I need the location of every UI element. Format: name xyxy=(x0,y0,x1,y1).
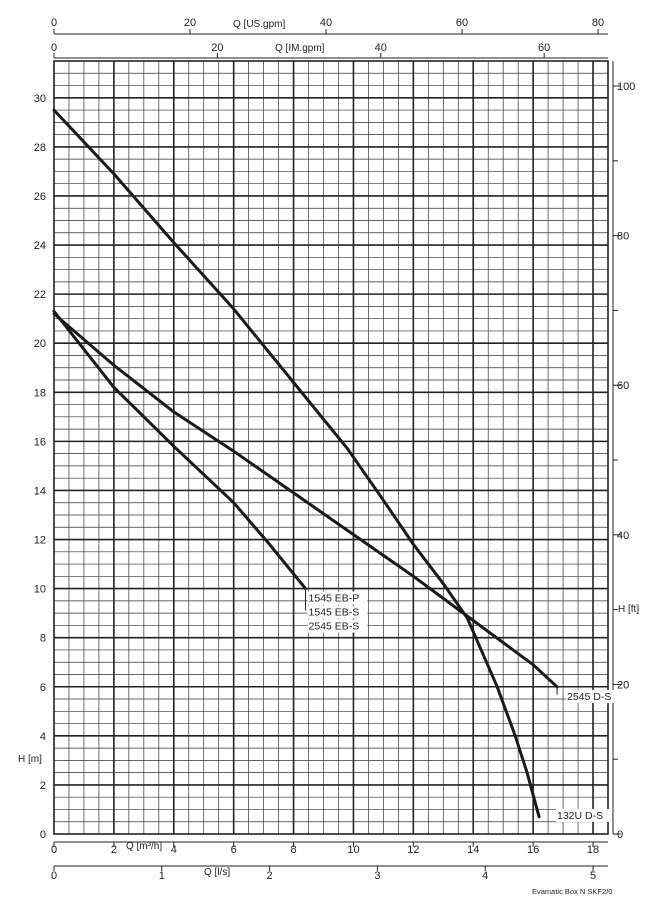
y-axis-label-m: H [m] xyxy=(18,754,42,765)
tick-label-m3h: 18 xyxy=(587,844,599,856)
tick-label-m: 12 xyxy=(34,535,46,547)
tick-label-m: 18 xyxy=(34,387,46,399)
tick-label-m3h: 14 xyxy=(467,844,479,856)
tick-label-m3h: 8 xyxy=(291,844,297,856)
tick-label-usgpm: 40 xyxy=(320,17,332,29)
series-label-bg xyxy=(307,591,368,605)
series-label-bg xyxy=(307,619,368,633)
tick-label-m: 8 xyxy=(40,633,46,645)
tick-label-m: 10 xyxy=(34,584,46,596)
x-axis-label-imgpm: Q [IM.gpm] xyxy=(275,43,325,54)
tick-label-m: 30 xyxy=(34,93,46,105)
tick-label-m3h: 0 xyxy=(51,844,57,856)
plot-frame xyxy=(53,60,609,835)
tick-label-ls: 1 xyxy=(159,870,165,882)
curve-line-3 xyxy=(52,108,541,819)
tick-label-m3h: 6 xyxy=(231,844,237,856)
tick-label-ls: 3 xyxy=(374,870,380,882)
tick-label-usgpm: 80 xyxy=(592,17,604,29)
bottom-axes: 0 2 4 6 8 10 12 14 16 180 1 2 3 4 5 xyxy=(51,841,608,882)
tick-label-m: 26 xyxy=(34,191,46,203)
tick-label-m: 0 xyxy=(40,829,46,841)
series-label-bg xyxy=(307,605,368,619)
tick-label-imgpm: 60 xyxy=(538,42,550,54)
tick-label-m3h: 16 xyxy=(527,844,539,856)
tick-label-m: 20 xyxy=(34,338,46,350)
tick-label-usgpm: 20 xyxy=(184,17,196,29)
series-label: 1545 EB-P xyxy=(309,593,360,605)
tick-label-m: 24 xyxy=(34,240,46,252)
tick-label-m3h: 4 xyxy=(171,844,177,856)
tick-label-ls: 2 xyxy=(267,870,273,882)
tick-label-ls: 0 xyxy=(51,870,57,882)
x-axis-label-m3h: Q [m³/h] xyxy=(126,841,162,852)
y-axis-ft-ticks: 0 20 40 60 80 100 xyxy=(612,61,635,841)
tick-label-imgpm: 0 xyxy=(51,42,57,54)
series-label: 132U D-S xyxy=(557,810,603,822)
x-axis-label-ls: Q [l/s] xyxy=(204,867,230,878)
x-axis-label-usgpm: Q [US.gpm] xyxy=(233,19,285,30)
tick-label-ft: 80 xyxy=(617,231,629,243)
tick-label-ft: 100 xyxy=(617,81,635,93)
tick-label-imgpm: 20 xyxy=(211,42,223,54)
tick-label-usgpm: 0 xyxy=(51,17,57,29)
tick-label-imgpm: 40 xyxy=(375,42,387,54)
tick-label-ft: 0 xyxy=(617,829,623,841)
grid-major xyxy=(54,61,608,834)
chart-footer-text: Evamatic Box N SKF2/0 xyxy=(532,887,612,896)
tick-label-m: 22 xyxy=(34,289,46,301)
tick-label-ft: 20 xyxy=(617,679,629,691)
tick-label-usgpm: 60 xyxy=(456,17,468,29)
tick-label-m: 14 xyxy=(34,485,46,497)
series-labels: 1545 EB-P 1545 EB-S 2545 EB-S 2545 D-S 132U … xyxy=(307,591,620,822)
tick-label-m: 6 xyxy=(40,682,46,694)
tick-label-m: 16 xyxy=(34,436,46,448)
tick-label-ls: 5 xyxy=(590,870,596,882)
top-axes: 0 20 40 60 80 0 20 40 60 xyxy=(51,17,608,59)
tick-label-ls: 4 xyxy=(482,870,488,882)
tick-label-m: 2 xyxy=(40,780,46,792)
tick-label-m3h: 2 xyxy=(111,844,117,856)
tick-label-m3h: 12 xyxy=(407,844,419,856)
curve-line-2 xyxy=(52,312,559,689)
series-label: 1545 EB-S xyxy=(309,607,360,619)
curve-line-1 xyxy=(52,309,307,591)
tick-label-ft: 40 xyxy=(617,530,629,542)
tick-label-m3h: 10 xyxy=(347,844,359,856)
curves xyxy=(52,108,559,819)
y-axis-label-ft: H [ft] xyxy=(618,604,639,615)
tick-label-ft: 60 xyxy=(617,380,629,392)
tick-label-m: 28 xyxy=(34,142,46,154)
series-label-bg xyxy=(556,809,610,822)
series-label-bg xyxy=(566,690,620,703)
series-label: 2545 D-S xyxy=(567,691,611,703)
grid-fine xyxy=(54,61,608,834)
series-label: 2545 EB-S xyxy=(309,621,360,633)
tick-label-m: 4 xyxy=(40,731,46,743)
